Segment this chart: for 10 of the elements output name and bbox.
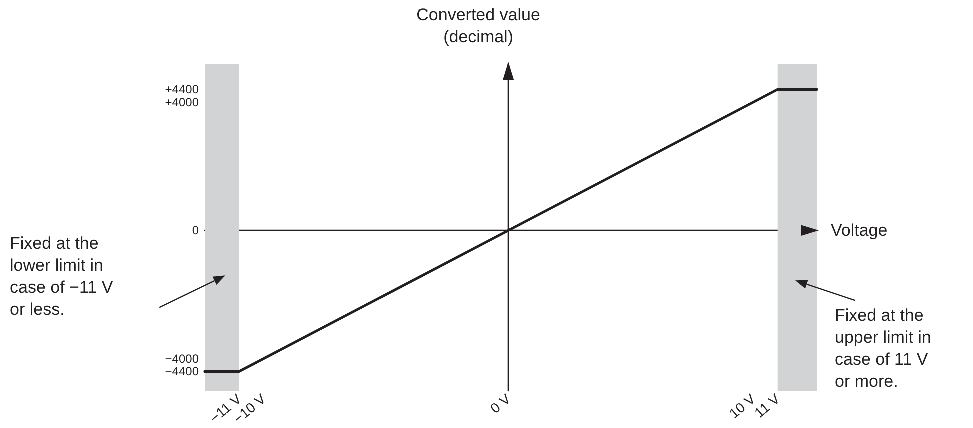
y-tick-label: +4400: [165, 82, 200, 97]
y-tick-label: +4000: [165, 95, 200, 110]
text: Fixed at the upper limit in case of 11 V or more.: [835, 304, 932, 393]
y-tick-label: −4000: [165, 352, 200, 366]
x-axis-title: Voltage: [831, 221, 888, 240]
text: Fixed at the lower limit in case of −11 V or less.: [10, 232, 114, 321]
y-tick-label: 0: [192, 224, 200, 238]
y-axis-title: Converted value (decimal): [416, 6, 540, 46]
y-tick-label: −4400: [165, 364, 200, 379]
x-tick-label: 0 V: [487, 390, 514, 417]
